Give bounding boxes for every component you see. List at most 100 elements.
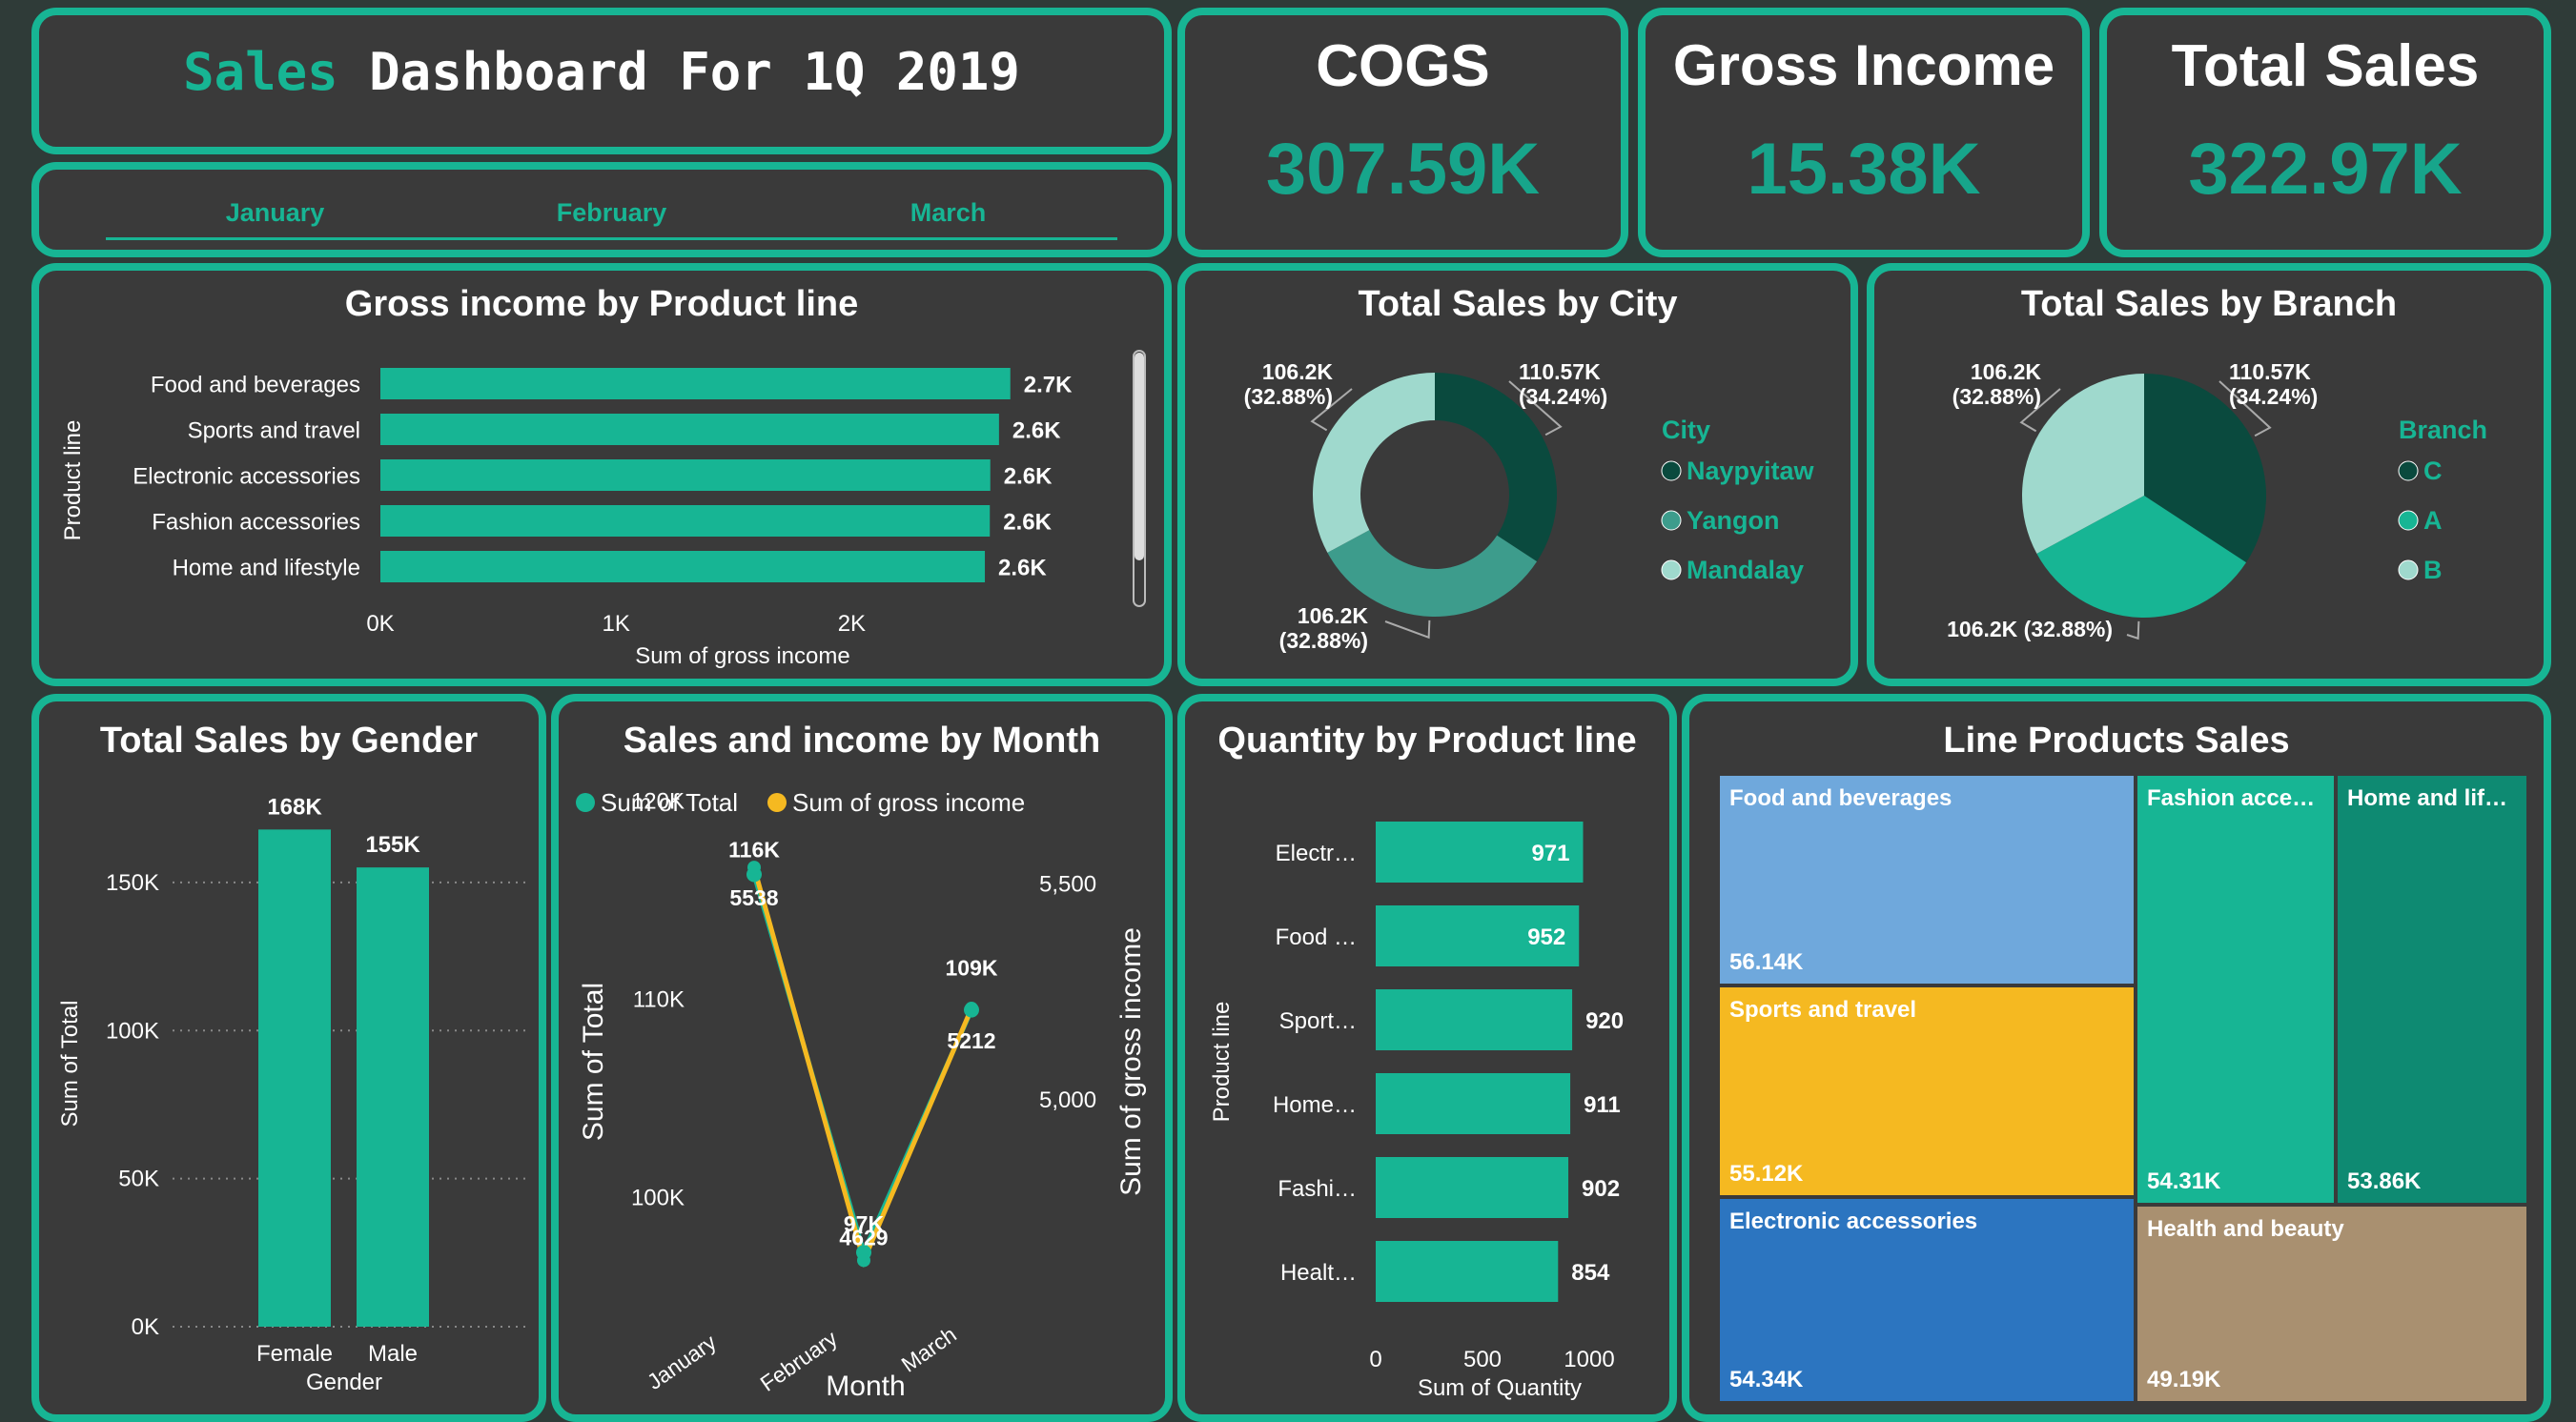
sales-by-branch-chart: 110.57K(34.24%) 106.2K (32.88%) 106.2K(32.…	[1947, 359, 2487, 641]
data-label: 5212	[947, 1028, 995, 1053]
leader-line	[2019, 388, 2061, 433]
category-label: Sport…	[1279, 1008, 1357, 1034]
y-axis-label: Product line	[60, 420, 86, 541]
data-label: 920	[1585, 1008, 1624, 1034]
y-axis-label: Sum of Total	[578, 983, 609, 1141]
legend-label: Naypyitaw	[1687, 457, 1815, 485]
data-label: 902	[1582, 1176, 1620, 1202]
slicer-february[interactable]: February	[442, 198, 781, 240]
x-tick-label: 1K	[603, 611, 630, 637]
y-tick-label: 100K	[631, 1185, 685, 1210]
sales-by-city-card: Total Sales by City 110.57K (34.24%) 106.2…	[1177, 263, 1858, 686]
quantity-chart: Electr… 971 Food … 952 Sport… 920 Home… 911 Fash…	[1209, 822, 1624, 1401]
bar	[380, 459, 991, 491]
point-gross-income	[965, 1002, 978, 1016]
treemap-cell-value: 54.34K	[1729, 1367, 1804, 1392]
category-label: Female	[256, 1341, 333, 1367]
data-label: 109K	[946, 956, 998, 981]
data-label: 2.6K	[1004, 464, 1053, 490]
data-label: 952	[1527, 924, 1565, 950]
y2-tick-label: 5,500	[1039, 871, 1096, 897]
treemap-cell[interactable]: Home and lif… 53.86K	[2336, 774, 2528, 1205]
data-label: 5538	[729, 885, 778, 910]
slicer-march[interactable]: March	[779, 198, 1117, 240]
y-tick-label: 0K	[132, 1314, 159, 1340]
quantity-title: Quantity by Product line	[1217, 721, 1637, 761]
category-label: Home…	[1273, 1092, 1357, 1118]
sales-by-branch-title: Total Sales by Branch	[2020, 284, 2398, 324]
category-label: Electronic accessories	[133, 464, 360, 490]
category-label: Food …	[1276, 924, 1357, 950]
data-label: 110.57K	[2229, 359, 2311, 384]
treemap-cell-value: 55.12K	[1729, 1161, 1804, 1187]
series-line-total	[751, 873, 974, 1260]
treemap-cell-label: Home and lif…	[2347, 785, 2508, 811]
treemap-cell[interactable]: Food and beverages 56.14K	[1718, 774, 2136, 985]
treemap: Food and beverages 56.14K Sports and trave…	[1718, 774, 2528, 1403]
x-tick-label: 0K	[366, 611, 394, 637]
month-slicer: January February March	[31, 162, 1172, 257]
title-rest: Dashboard For 1Q 2019	[337, 42, 1020, 102]
legend-marker	[1661, 510, 1682, 531]
leader-line	[1384, 620, 1431, 640]
point-gross-income	[747, 861, 761, 875]
legend-label: Yangon	[1687, 506, 1780, 535]
x-axis-label: Sum of gross income	[635, 643, 849, 669]
sales-by-month-card: Sales and income by Month Sum of Total Su…	[551, 694, 1173, 1422]
sales-by-gender-title: Total Sales by Gender	[99, 721, 479, 761]
y-tick-label: 110K	[633, 986, 685, 1012]
legend-title: Branch	[2399, 416, 2487, 444]
treemap-cell-label: Food and beverages	[1729, 785, 1952, 811]
kpi-gross-income-label: Gross Income	[1672, 33, 2055, 97]
pie-slice	[1327, 530, 1538, 617]
data-label: 911	[1584, 1092, 1621, 1118]
legend-marker	[1661, 559, 1682, 580]
treemap-cell[interactable]: Sports and travel 55.12K	[1718, 985, 2136, 1197]
legend-marker	[576, 793, 595, 812]
legend-marker	[2398, 510, 2419, 531]
kpi-cogs-label: COGS	[1316, 33, 1490, 99]
scrollbar-thumb	[1135, 353, 1144, 560]
legend-label: Mandalay	[1687, 556, 1804, 584]
category-label: March	[897, 1322, 961, 1377]
y-tick-label: 120K	[631, 788, 685, 814]
data-label: 106.2K (32.88%)	[1947, 617, 2113, 641]
sales-by-gender-chart: 0K 50K 100K 150K 168K Female 155K Male Gender Sum…	[57, 794, 525, 1395]
y-tick-label: 100K	[106, 1018, 159, 1044]
legend-marker	[1661, 460, 1682, 481]
kpi-gross-income-value: 15.38K	[1747, 129, 1981, 210]
treemap-card: Line Products Sales Food and beverages 56…	[1682, 694, 2551, 1422]
data-label: 168K	[267, 794, 322, 820]
data-label: (32.88%)	[1244, 384, 1333, 409]
data-label: 854	[1571, 1260, 1610, 1286]
legend-label: Sum of Total	[601, 788, 738, 817]
treemap-cell-value: 54.31K	[2147, 1168, 2221, 1194]
bar	[1376, 822, 1584, 883]
data-label: (32.88%)	[1952, 384, 2041, 409]
data-label: 106.2K	[1298, 603, 1369, 628]
treemap-cell[interactable]: Fashion acce… 54.31K	[2136, 774, 2336, 1205]
data-label: (32.88%)	[1279, 628, 1368, 653]
category-label: Fashion accessories	[152, 510, 360, 536]
y2-tick-label: 5,000	[1039, 1087, 1096, 1113]
dashboard-title: Sales Dashboard For 1Q 2019	[39, 42, 1164, 102]
x-tick-label: 2K	[838, 611, 866, 637]
treemap-cell[interactable]: Health and beauty 49.19K	[2136, 1205, 2528, 1403]
treemap-cell[interactable]: Electronic accessories 54.34K	[1718, 1197, 2136, 1403]
data-label: 106.2K	[1262, 359, 1334, 384]
leader-line	[2126, 620, 2140, 640]
category-label: Food and beverages	[151, 373, 360, 398]
legend-label: C	[2423, 457, 2443, 485]
x-axis-label: Month	[826, 1371, 905, 1402]
slicer-january[interactable]: January	[106, 198, 444, 240]
scrollbar-track	[1133, 350, 1146, 607]
data-label: 97K	[844, 1211, 885, 1236]
sales-by-gender-card: Total Sales by Gender 0K 50K 100K 150K 168K F…	[31, 694, 546, 1422]
data-label: 110.57K	[1519, 359, 1601, 384]
data-label: 4629	[839, 1225, 888, 1249]
category-label: Sports and travel	[188, 418, 360, 444]
leader-line	[2218, 380, 2272, 437]
gross-income-chart: Food and beverages 2.7K Sports and travel 2…	[60, 350, 1146, 669]
data-label: 106.2K	[1971, 359, 2042, 384]
kpi-cogs: COGS 307.59K	[1177, 8, 1628, 257]
